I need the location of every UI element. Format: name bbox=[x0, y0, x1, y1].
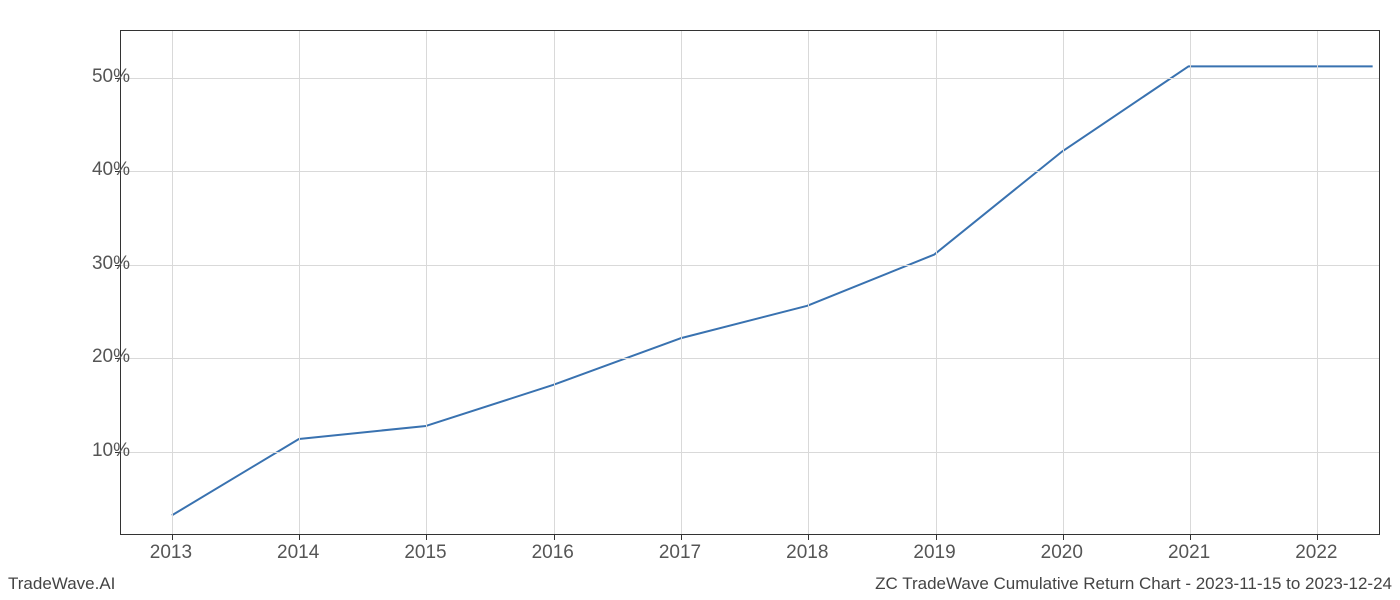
grid-line-horizontal bbox=[121, 78, 1379, 79]
grid-line-vertical bbox=[681, 31, 682, 534]
x-tick-mark bbox=[172, 534, 173, 540]
y-tick-label: 20% bbox=[60, 346, 130, 368]
x-tick-mark bbox=[808, 534, 809, 540]
x-tick-mark bbox=[681, 534, 682, 540]
grid-line-vertical bbox=[299, 31, 300, 534]
y-tick-label: 40% bbox=[60, 159, 130, 181]
x-tick-mark bbox=[554, 534, 555, 540]
grid-line-vertical bbox=[1317, 31, 1318, 534]
x-tick-mark bbox=[299, 534, 300, 540]
x-tick-mark bbox=[1190, 534, 1191, 540]
footer-left: TradeWave.AI bbox=[8, 574, 115, 594]
footer-right: ZC TradeWave Cumulative Return Chart - 2… bbox=[875, 574, 1392, 594]
plot-area bbox=[120, 30, 1380, 535]
x-tick-mark bbox=[426, 534, 427, 540]
grid-line-horizontal bbox=[121, 358, 1379, 359]
x-tick-label: 2013 bbox=[150, 542, 192, 564]
x-tick-label: 2015 bbox=[404, 542, 446, 564]
x-tick-label: 2020 bbox=[1041, 542, 1083, 564]
y-tick-label: 50% bbox=[60, 66, 130, 88]
grid-line-horizontal bbox=[121, 265, 1379, 266]
x-tick-label: 2017 bbox=[659, 542, 701, 564]
y-tick-label: 30% bbox=[60, 253, 130, 275]
x-tick-label: 2021 bbox=[1168, 542, 1210, 564]
x-tick-label: 2014 bbox=[277, 542, 319, 564]
grid-line-vertical bbox=[426, 31, 427, 534]
grid-line-vertical bbox=[172, 31, 173, 534]
x-tick-label: 2018 bbox=[786, 542, 828, 564]
x-tick-mark bbox=[1063, 534, 1064, 540]
grid-line-vertical bbox=[808, 31, 809, 534]
x-tick-label: 2019 bbox=[913, 542, 955, 564]
grid-line-vertical bbox=[1190, 31, 1191, 534]
y-tick-label: 10% bbox=[60, 440, 130, 462]
x-tick-label: 2022 bbox=[1295, 542, 1337, 564]
chart-container bbox=[120, 30, 1380, 535]
x-tick-mark bbox=[1317, 534, 1318, 540]
x-tick-label: 2016 bbox=[532, 542, 574, 564]
grid-line-vertical bbox=[554, 31, 555, 534]
grid-line-horizontal bbox=[121, 452, 1379, 453]
grid-line-vertical bbox=[936, 31, 937, 534]
x-tick-mark bbox=[936, 534, 937, 540]
grid-line-vertical bbox=[1063, 31, 1064, 534]
grid-line-horizontal bbox=[121, 171, 1379, 172]
